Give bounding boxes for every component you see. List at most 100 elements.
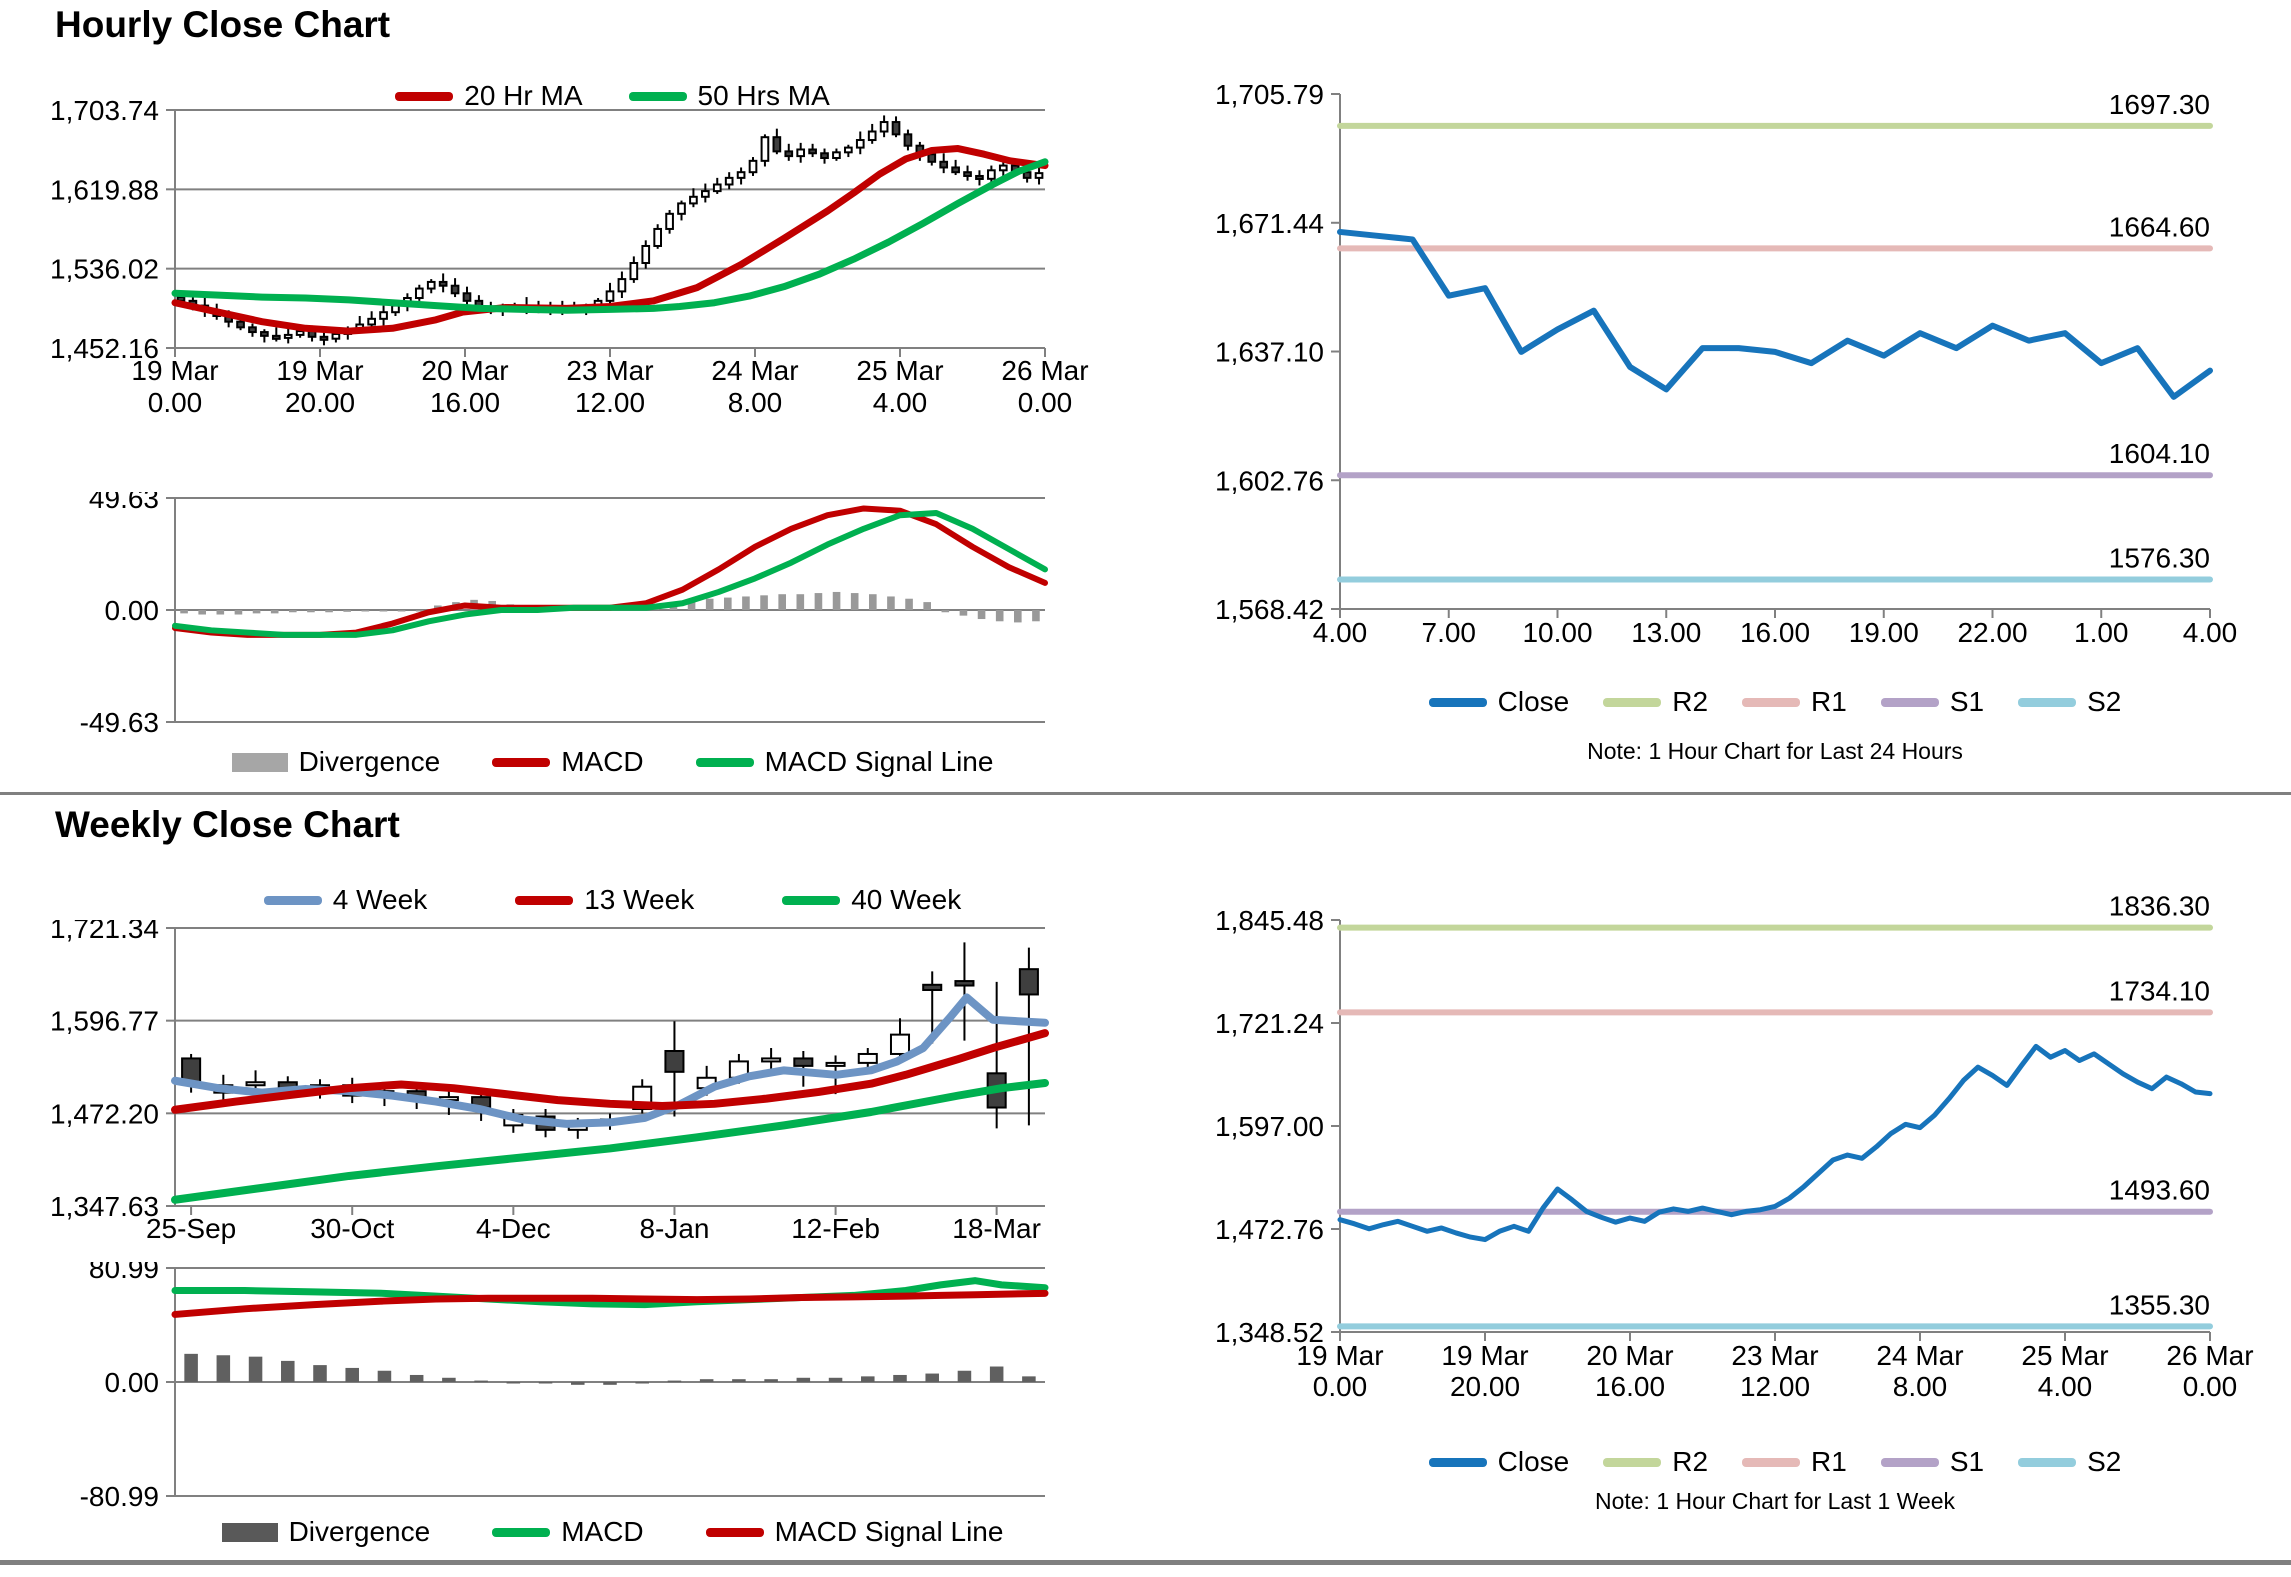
- svg-text:24 Mar: 24 Mar: [1876, 1340, 1963, 1371]
- svg-text:0.00: 0.00: [2183, 1371, 2238, 1402]
- hourly-close-chart: 1,703.74 1,619.88 1,536.02 1,452.16 19 Mar 0.…: [50, 100, 1089, 418]
- legend-swatch: [492, 757, 551, 767]
- svg-text:1734.10: 1734.10: [2109, 975, 2210, 1006]
- svg-text:4-Dec: 4-Dec: [476, 1213, 551, 1244]
- svg-text:19.00: 19.00: [1849, 617, 1919, 648]
- svg-text:1,452.16: 1,452.16: [50, 333, 159, 364]
- svg-text:19 Mar: 19 Mar: [1296, 1340, 1383, 1371]
- legend-item-r2: R2: [1603, 686, 1708, 718]
- hourly-pivot-chart: 1,705.79 1,671.44 1,637.10 1,602.76 1,568.42…: [1215, 80, 2238, 648]
- svg-text:20.00: 20.00: [1450, 1371, 1520, 1402]
- svg-text:16.00: 16.00: [1740, 617, 1810, 648]
- legend-label: Divergence: [288, 1516, 431, 1547]
- svg-text:12.00: 12.00: [575, 387, 645, 418]
- svg-text:1,596.77: 1,596.77: [50, 1006, 159, 1037]
- legend-item-40-week: 40 Week: [782, 884, 961, 916]
- legend-item-macd-signal-line: MACD Signal Line: [705, 1516, 1004, 1548]
- svg-text:1.00: 1.00: [2074, 617, 2129, 648]
- weekly-pivot-note: Note: 1 Hour Chart for Last 1 Week: [1594, 1488, 1956, 1514]
- svg-text:12-Feb: 12-Feb: [791, 1213, 880, 1244]
- svg-text:20 Mar: 20 Mar: [1586, 1340, 1673, 1371]
- legend-label: S2: [2087, 1446, 2122, 1477]
- svg-text:16.00: 16.00: [1595, 1371, 1665, 1402]
- svg-text:1,472.20: 1,472.20: [50, 1098, 159, 1129]
- weekly-price-legend: 4 Week 13 Week 40 Week: [175, 884, 1050, 916]
- legend-item-macd-signal-line: MACD Signal Line: [695, 746, 994, 778]
- legend-item-r1: R1: [1742, 686, 1847, 718]
- svg-text:12.00: 12.00: [1740, 1371, 1810, 1402]
- weekly-chart-title: Weekly Close Chart: [55, 804, 400, 845]
- svg-text:26 Mar: 26 Mar: [2166, 1340, 2253, 1371]
- svg-text:8.00: 8.00: [728, 387, 783, 418]
- svg-text:25-Sep: 25-Sep: [146, 1213, 236, 1244]
- svg-text:1,536.02: 1,536.02: [50, 254, 159, 285]
- legend-swatch: [1428, 1457, 1487, 1467]
- svg-text:0.00: 0.00: [1313, 1371, 1368, 1402]
- legend-swatch: [395, 91, 454, 101]
- legend-label: 20 Hr MA: [464, 80, 583, 111]
- legend-label: R1: [1811, 686, 1847, 717]
- svg-text:20.00: 20.00: [285, 387, 355, 418]
- legend-label: MACD Signal Line: [764, 746, 994, 777]
- svg-text:1,597.00: 1,597.00: [1215, 1111, 1324, 1142]
- legend-item-s2: S2: [2018, 1446, 2121, 1478]
- section-divider: [0, 792, 2291, 795]
- legend-item-4-week: 4 Week: [263, 884, 427, 916]
- legend-swatch: [231, 752, 288, 772]
- weekly-macd-legend: Divergence MACD MACD Signal Line: [175, 1516, 1050, 1548]
- legend-item-s1: S1: [1880, 1446, 1984, 1478]
- svg-text:1,671.44: 1,671.44: [1215, 208, 1324, 239]
- legend-swatch: [705, 1527, 764, 1537]
- hourly-pivot-note: Note: 1 Hour Chart for Last 24 Hours: [1587, 738, 1963, 764]
- svg-text:1664.60: 1664.60: [2109, 211, 2210, 242]
- legend-swatch: [221, 1522, 278, 1542]
- svg-text:25 Mar: 25 Mar: [856, 355, 943, 386]
- legend-swatch: [2018, 1457, 2077, 1467]
- legend-label: 13 Week: [584, 884, 695, 915]
- legend-swatch: [1428, 697, 1487, 707]
- svg-text:1,721.24: 1,721.24: [1215, 1008, 1324, 1039]
- svg-text:23 Mar: 23 Mar: [566, 355, 653, 386]
- legend-swatch: [695, 757, 754, 767]
- svg-text:49.63: 49.63: [89, 492, 159, 514]
- svg-text:8.00: 8.00: [1893, 1371, 1948, 1402]
- legend-label: 50 Hrs MA: [697, 80, 830, 111]
- legend-swatch: [515, 895, 574, 905]
- svg-text:80.99: 80.99: [89, 1262, 159, 1284]
- svg-text:1,845.48: 1,845.48: [1215, 905, 1324, 936]
- svg-text:19 Mar: 19 Mar: [276, 355, 363, 386]
- svg-text:1836.30: 1836.30: [2109, 891, 2210, 922]
- legend-item-r1: R1: [1742, 1446, 1847, 1478]
- legend-label: S2: [2087, 686, 2122, 717]
- svg-text:8-Jan: 8-Jan: [639, 1213, 709, 1244]
- svg-text:22.00: 22.00: [1957, 617, 2027, 648]
- legend-label: MACD Signal Line: [774, 1516, 1004, 1547]
- legend-swatch: [263, 895, 322, 905]
- weekly-macd-chart: 80.99 0.00 -80.99: [80, 1262, 1049, 1512]
- legend-swatch: [1742, 697, 1801, 707]
- svg-text:0.00: 0.00: [1018, 387, 1073, 418]
- legend-item-macd: MACD: [492, 1516, 644, 1548]
- svg-text:20 Mar: 20 Mar: [421, 355, 508, 386]
- weekly-pivot-legend: Close R2 R1 S1 S2: [1340, 1446, 2210, 1478]
- legend-item-s1: S1: [1880, 686, 1984, 718]
- svg-text:4.00: 4.00: [2183, 617, 2238, 648]
- legend-swatch: [2018, 697, 2077, 707]
- svg-text:23 Mar: 23 Mar: [1731, 1340, 1818, 1371]
- svg-text:19 Mar: 19 Mar: [1441, 1340, 1528, 1371]
- svg-text:0.00: 0.00: [148, 387, 203, 418]
- svg-text:1604.10: 1604.10: [2109, 438, 2210, 469]
- legend-item-s2: S2: [2018, 686, 2121, 718]
- svg-text:1,703.74: 1,703.74: [50, 100, 159, 126]
- legend-label: Close: [1497, 1446, 1570, 1477]
- svg-text:1,705.79: 1,705.79: [1215, 80, 1324, 110]
- svg-text:1,602.76: 1,602.76: [1215, 465, 1324, 496]
- legend-swatch: [1880, 697, 1939, 707]
- svg-text:0.00: 0.00: [105, 1367, 160, 1398]
- svg-text:4.00: 4.00: [2038, 1371, 2093, 1402]
- svg-text:1,619.88: 1,619.88: [50, 174, 159, 205]
- weekly-pivot-chart: 1,845.48 1,721.24 1,597.00 1,472.76 1,348.52…: [1215, 891, 2254, 1402]
- legend-item-r2: R2: [1603, 1446, 1708, 1478]
- svg-text:1,637.10: 1,637.10: [1215, 337, 1324, 368]
- page-bottom-divider: [0, 1560, 2291, 1565]
